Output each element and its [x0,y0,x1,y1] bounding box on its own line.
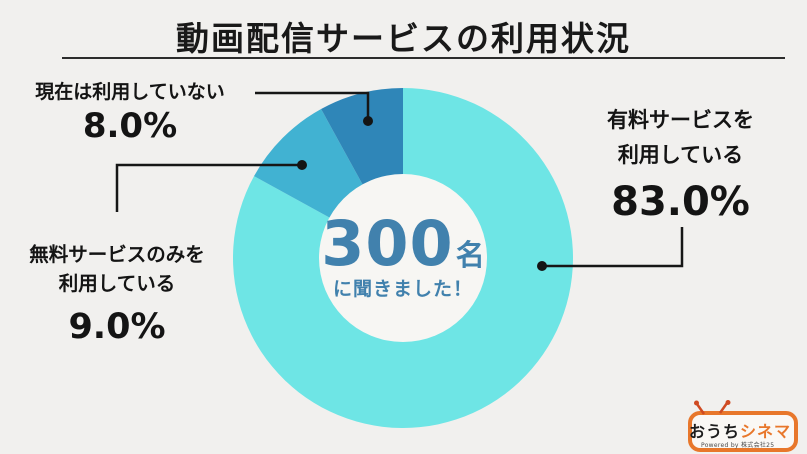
callout-paid-percent: 83.0% [611,179,750,225]
leader-dot-not-using [363,116,373,126]
leader-dot-paid [537,261,547,271]
donut-center-label: 300 名 に聞きました！ [303,207,503,301]
leader-line-not-using [255,91,370,121]
callout-not-using-percent: 8.0% [82,106,178,146]
respondent-count-row: 300 名 [303,207,503,280]
brand-name-orange: シネマ [740,422,792,441]
tv-icon [688,400,798,452]
tv-frame [688,411,798,452]
leader-line-free-only [115,163,302,212]
respondent-caption: に聞きました！ [332,278,473,300]
callout-free-only: 無料サービスのみを 利用している 9.0% [2,240,232,347]
tv-antenna-right-tip [725,400,731,405]
donut-segment-2 [321,88,403,186]
callout-paid-label-line1: 有料サービスを [607,108,754,132]
tv-antenna-right [718,402,729,414]
tv-antenna-left-tip [694,400,699,406]
respondent-count: 300 [321,207,454,280]
tv-antenna-left [695,403,706,415]
callout-not-using: 現在は利用していない 8.0% [6,80,254,146]
powered-by-text: Powered by 株式会社25 [701,442,775,449]
leader-line-paid [542,227,684,268]
brand-logo: おうちシネマ Powered by 株式会社25 [684,399,805,454]
leader-dot-free-only [297,160,307,170]
callout-free-only-label-line2: 利用している [58,272,176,295]
brand-name: おうちシネマ [684,418,796,442]
brand-name-black: おうち [688,422,740,441]
donut-segment-0 [233,88,574,429]
callout-not-using-label: 現在は利用していない [35,81,225,103]
callout-free-only-percent: 9.0% [68,307,166,347]
callout-paid: 有料サービスを 利用している 83.0% [558,103,803,225]
callout-free-only-label-line1: 無料サービスのみを [29,243,205,266]
donut-hole [319,174,487,342]
page-title: 動画配信サービスの利用状況 [176,19,631,58]
respondent-count-unit: 名 [455,238,485,272]
donut-segment-1 [254,109,364,219]
callout-paid-label-line2: 利用している [617,143,744,167]
title-underline [62,57,785,59]
